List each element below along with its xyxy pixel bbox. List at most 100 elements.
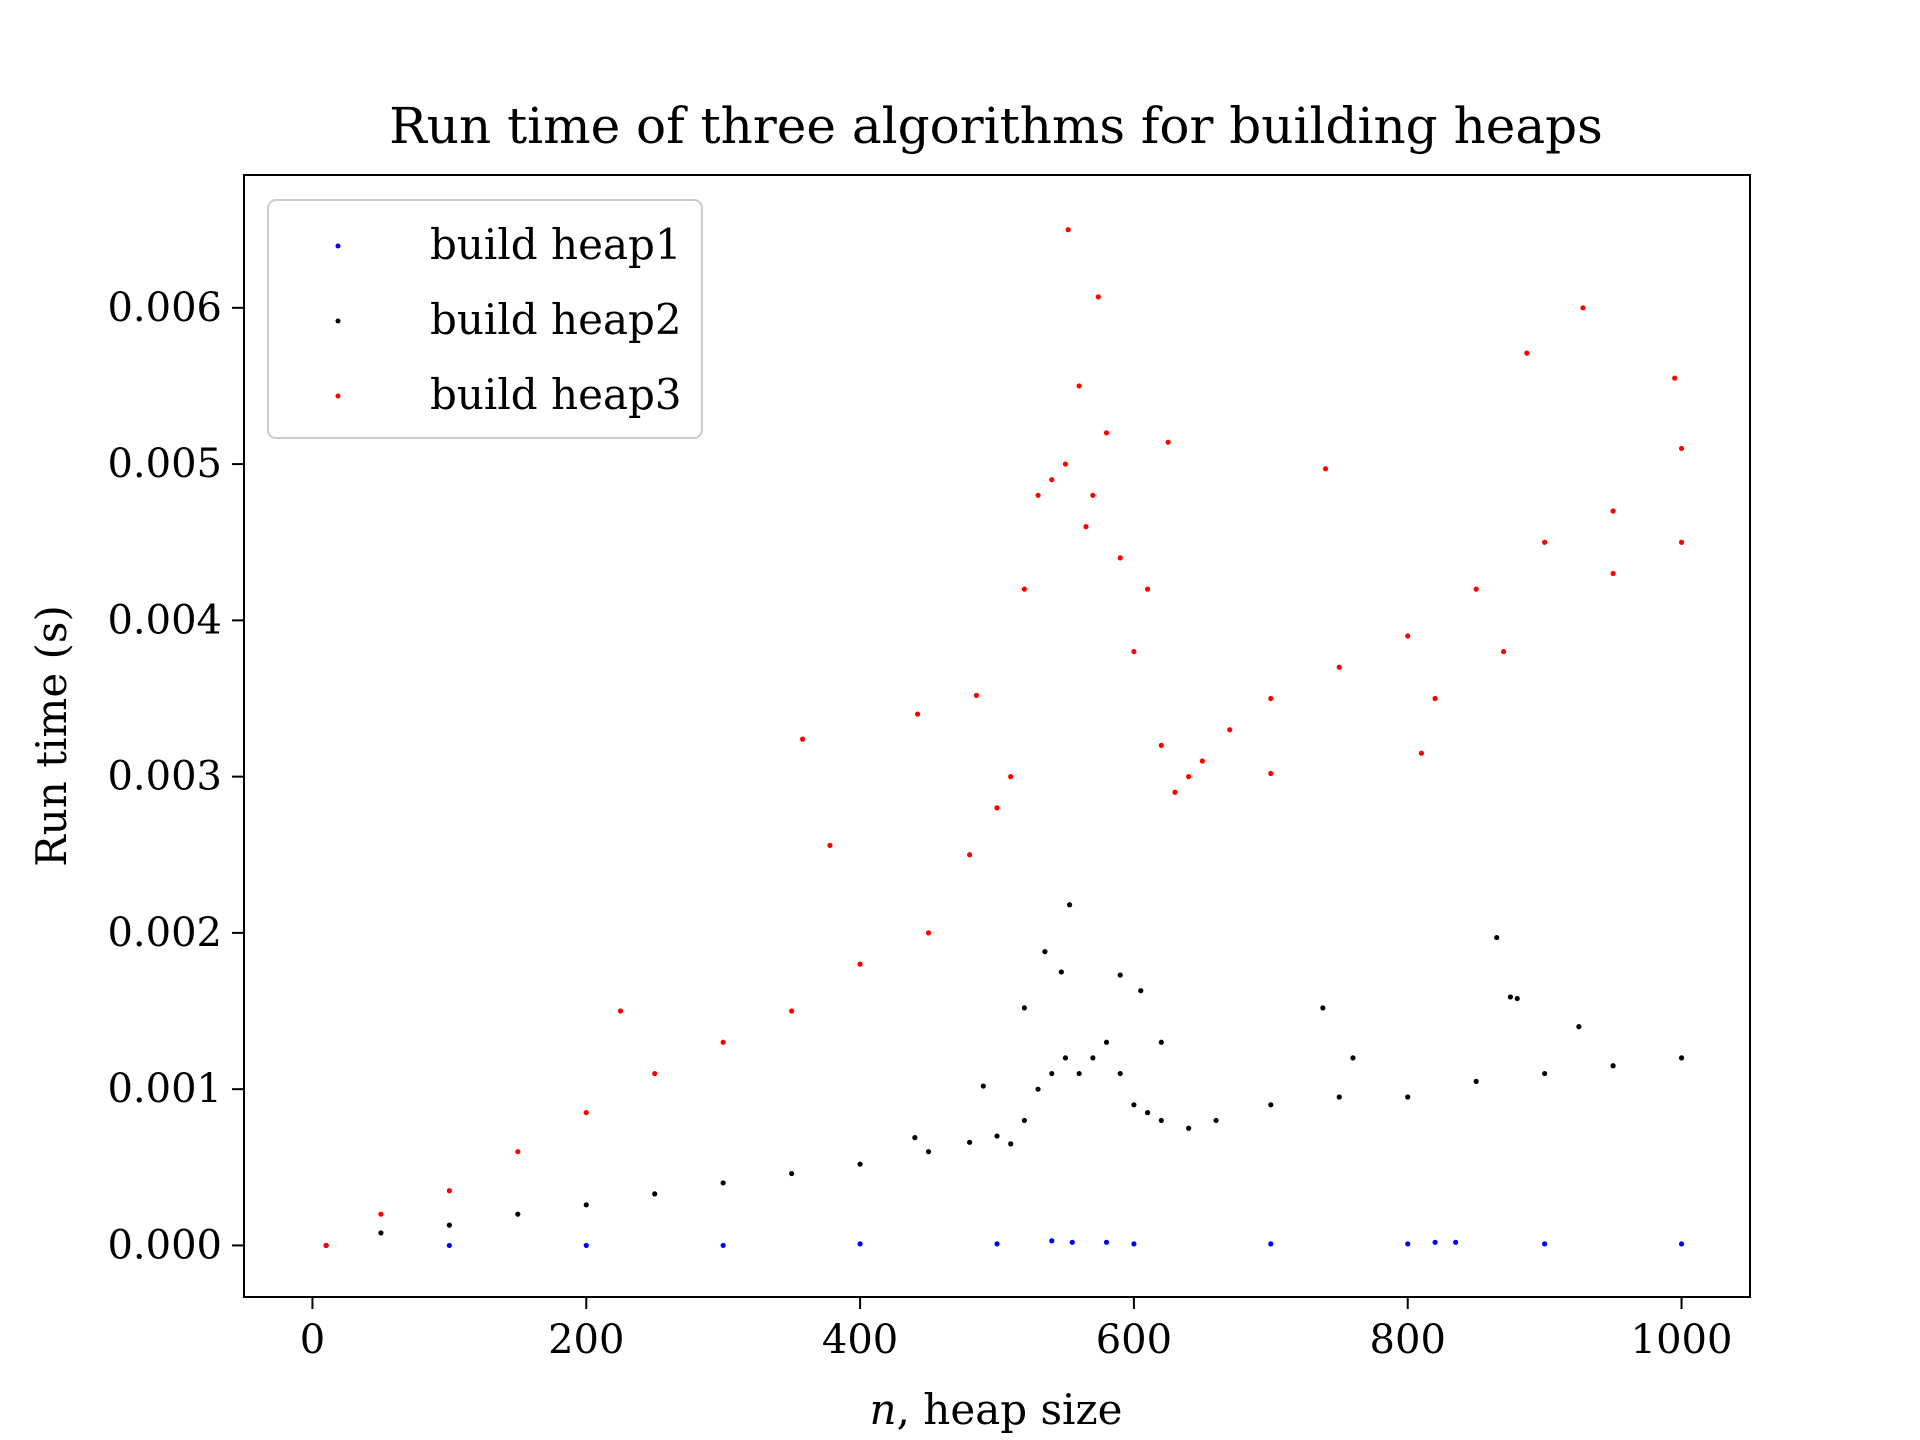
data-point: [515, 1149, 521, 1155]
data-point: [583, 1202, 589, 1208]
data-point: [652, 1070, 658, 1077]
data-point: [378, 1230, 384, 1236]
data-point: [1008, 1141, 1014, 1147]
data-point: [720, 1180, 726, 1186]
data-point: [1678, 1055, 1685, 1061]
y-tick-label: 0.005: [107, 441, 222, 487]
x-tick-label: 200: [548, 1317, 624, 1363]
y-tick-label: 0.004: [107, 597, 222, 643]
y-tick-label: 0.006: [107, 285, 222, 331]
legend-box: [267, 199, 703, 439]
data-point: [720, 1039, 726, 1045]
x-axis-ticks: 0 200 400 600 800 1000: [300, 1297, 1732, 1363]
series-3: [323, 227, 1685, 1249]
data-point: [1322, 466, 1329, 472]
data-point: [925, 1149, 932, 1155]
data-point: [1405, 633, 1411, 639]
data-point: [1145, 1110, 1151, 1116]
data-point: [1021, 1117, 1027, 1124]
data-point: [1453, 1239, 1459, 1245]
data-point: [1473, 586, 1479, 592]
data-point: [1158, 1039, 1164, 1045]
data-point: [1268, 1241, 1274, 1247]
y-tick-label: 0.002: [107, 910, 222, 956]
data-point: [617, 1008, 624, 1014]
data-point: [1473, 1078, 1479, 1084]
legend: build heap1 build heap2 build heap3: [267, 199, 703, 439]
x-axis-label: n, heap size: [870, 1385, 1123, 1434]
data-point: [1083, 524, 1089, 530]
data-point: [973, 692, 980, 698]
data-point: [1678, 539, 1685, 545]
data-point: [1145, 586, 1151, 592]
data-point: [1165, 439, 1171, 445]
data-point: [1021, 1005, 1027, 1011]
data-point: [1432, 695, 1438, 702]
y-tick-label: 0.000: [107, 1222, 222, 1268]
data-point: [1678, 1241, 1685, 1247]
chart-title: Run time of three algorithms for buildin…: [389, 97, 1603, 155]
data-point: [378, 1211, 384, 1217]
data-point: [720, 1242, 726, 1249]
data-point: [1058, 969, 1064, 975]
data-point: [857, 1161, 863, 1167]
data-point: [1432, 1239, 1438, 1245]
data-point: [1090, 1055, 1096, 1061]
data-point: [1008, 774, 1014, 780]
data-point: [1131, 1241, 1137, 1247]
x-tick-label: 0: [300, 1317, 325, 1363]
data-point: [1580, 305, 1586, 311]
x-tick-label: 600: [1096, 1317, 1172, 1363]
data-point: [1227, 727, 1233, 733]
data-point: [446, 1222, 452, 1228]
data-point: [1610, 570, 1616, 577]
data-point: [1049, 1238, 1055, 1244]
data-point: [1576, 1024, 1582, 1030]
data-point: [1268, 695, 1274, 702]
series-2: [323, 902, 1685, 1249]
data-point: [994, 1241, 1000, 1247]
data-point: [1158, 742, 1164, 748]
legend-marker-heap1: [335, 243, 341, 249]
x-tick-label: 400: [822, 1317, 898, 1363]
data-point: [1500, 649, 1507, 655]
data-point: [1090, 492, 1096, 498]
data-point: [1542, 1070, 1548, 1077]
data-point: [1507, 994, 1514, 1000]
data-point: [1186, 1125, 1192, 1131]
y-axis-ticks: 0.000 0.001 0.002 0.003 0.004 0.005 0.006: [107, 285, 244, 1268]
data-point: [1186, 774, 1192, 780]
data-point: [1199, 758, 1205, 764]
data-point: [1213, 1117, 1219, 1124]
data-point: [1542, 539, 1548, 545]
data-point: [1062, 461, 1069, 467]
y-tick-label: 0.003: [107, 754, 222, 800]
data-point: [1065, 227, 1071, 233]
data-point: [789, 1008, 795, 1014]
data-point: [1542, 1241, 1548, 1247]
data-point: [1320, 1005, 1326, 1011]
legend-marker-heap2: [335, 318, 341, 324]
data-point: [1672, 375, 1678, 381]
data-point: [1418, 750, 1425, 756]
data-point: [994, 1133, 1000, 1139]
data-point: [1610, 508, 1616, 514]
data-point: [1678, 445, 1685, 452]
data-point: [1049, 477, 1055, 483]
data-point: [1095, 294, 1101, 300]
legend-label-heap2: build heap2: [430, 295, 682, 344]
data-point: [1049, 1070, 1055, 1077]
legend-label-heap1: build heap1: [430, 220, 682, 269]
y-tick-label: 0.001: [107, 1066, 222, 1112]
data-point: [1494, 934, 1500, 941]
y-axis-label: Run time (s): [27, 605, 76, 867]
data-point: [1405, 1094, 1411, 1100]
data-point: [1336, 664, 1342, 670]
data-point: [857, 961, 863, 967]
data-point: [1131, 649, 1137, 655]
data-point: [1062, 1055, 1069, 1061]
data-point: [1021, 586, 1027, 592]
data-point: [1138, 988, 1144, 994]
data-point: [1158, 1117, 1164, 1124]
